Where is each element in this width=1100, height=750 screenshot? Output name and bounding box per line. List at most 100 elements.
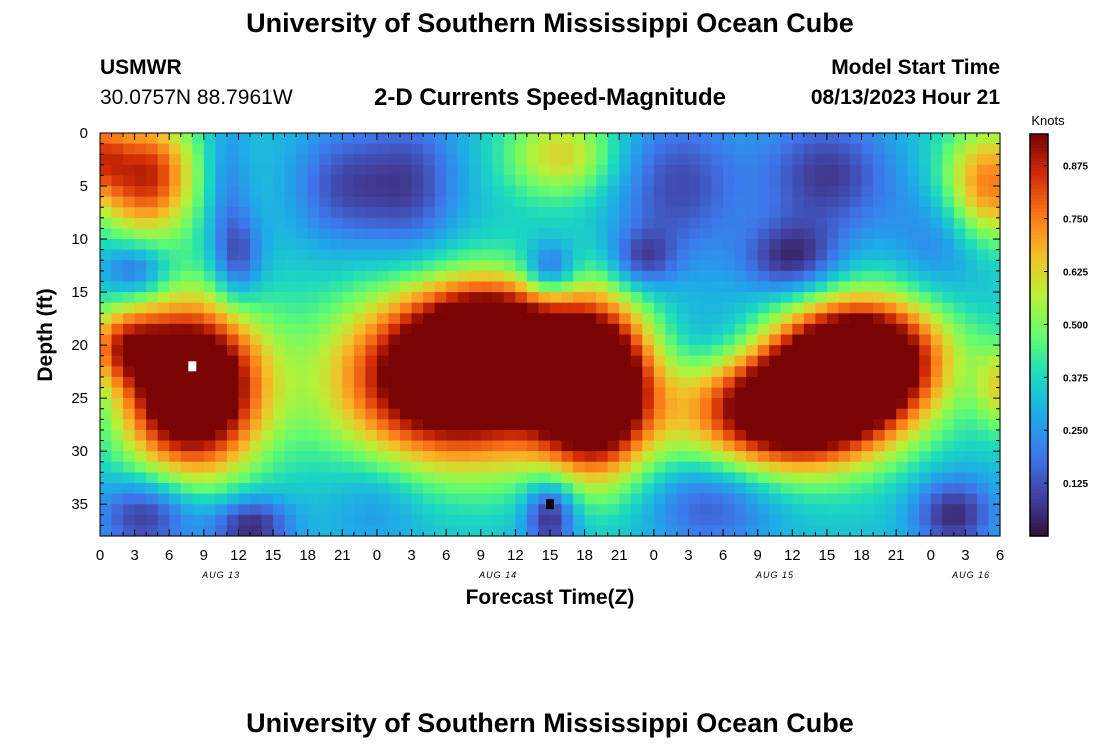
heatmap-cell <box>688 504 701 516</box>
heatmap-cell <box>792 186 805 198</box>
colorbar-segment <box>1030 395 1048 400</box>
heatmap-cell <box>526 440 540 452</box>
heatmap-cell <box>480 366 493 378</box>
heatmap-cell <box>676 228 690 240</box>
heatmap-cell <box>757 133 770 145</box>
heatmap-cell <box>700 270 713 283</box>
heatmap-cell <box>700 461 713 473</box>
heatmap-cell <box>423 451 436 463</box>
heatmap-cell <box>388 461 401 473</box>
heatmap-cell <box>342 493 355 505</box>
heatmap-cell <box>376 249 390 261</box>
heatmap-cell <box>111 429 124 442</box>
heatmap-cell <box>157 525 170 537</box>
heatmap-cell <box>953 175 966 187</box>
heatmap-cell <box>480 451 493 463</box>
heatmap-cell <box>526 143 540 155</box>
heatmap-cell <box>215 482 228 495</box>
heatmap-cell <box>596 133 609 145</box>
heatmap-cell <box>665 408 678 420</box>
heatmap-cell <box>469 239 482 251</box>
heatmap-cell <box>907 525 920 537</box>
colorbar-segment <box>1030 452 1048 457</box>
heatmap-cell <box>457 154 470 166</box>
heatmap-cell <box>457 281 470 293</box>
heatmap-cell <box>226 376 240 389</box>
heatmap-cell <box>596 461 609 473</box>
heatmap-cell <box>238 186 251 198</box>
colorbar-segment <box>1030 335 1048 339</box>
heatmap-cell <box>457 345 470 357</box>
heatmap-cell <box>607 302 620 314</box>
heatmap-cell <box>596 292 609 304</box>
heatmap-cell <box>596 419 609 431</box>
heatmap-cell <box>953 461 966 473</box>
heatmap-cell <box>226 334 240 346</box>
heatmap-cell <box>780 451 793 463</box>
heatmap-cell <box>803 228 816 240</box>
heatmap-cell <box>607 387 620 399</box>
heatmap-cell <box>550 440 563 452</box>
heatmap-cell <box>734 398 747 410</box>
heatmap-cell <box>607 355 620 367</box>
heatmap-cell <box>676 355 690 367</box>
heatmap-cell <box>676 461 690 473</box>
heatmap-cell <box>134 164 147 177</box>
heatmap-cell <box>803 525 816 537</box>
heatmap-cell <box>469 440 482 452</box>
heatmap-cell <box>619 217 632 230</box>
heatmap-cell <box>330 440 343 452</box>
heatmap-cell <box>896 408 909 420</box>
heatmap-cell <box>307 525 320 537</box>
heatmap-cell <box>180 281 193 293</box>
heatmap-cell <box>330 504 343 516</box>
heatmap-cell <box>192 228 205 240</box>
heatmap-cell <box>342 217 355 230</box>
colorbar-segment <box>1030 381 1048 386</box>
heatmap-cell <box>123 175 136 187</box>
heatmap-cell <box>850 164 863 177</box>
heatmap-cell <box>573 143 586 155</box>
colorbar-segment <box>1030 274 1048 279</box>
heatmap-cell <box>734 164 747 177</box>
colorbar-segment <box>1030 291 1048 296</box>
heatmap-cell <box>642 133 655 145</box>
heatmap-cell <box>561 239 574 251</box>
heatmap-cell <box>700 292 713 304</box>
heatmap-cell <box>953 207 966 219</box>
heatmap-cell <box>803 186 816 198</box>
heatmap-cell <box>157 323 170 336</box>
heatmap-cell <box>134 461 147 473</box>
heatmap-cell <box>826 376 840 389</box>
heatmap-cell <box>353 164 366 177</box>
heatmap-cell <box>446 366 459 378</box>
heatmap-cell <box>157 472 170 484</box>
heatmap-cell <box>746 249 759 261</box>
heatmap-cell <box>780 292 793 304</box>
colorbar-segment <box>1030 311 1048 316</box>
heatmap-cell <box>884 482 897 495</box>
heatmap-cell <box>134 419 147 431</box>
heatmap-cell <box>700 302 713 314</box>
heatmap-cell <box>388 334 401 346</box>
heatmap-cell <box>388 164 401 177</box>
heatmap-cell <box>757 302 770 314</box>
heatmap-cell <box>423 186 436 198</box>
heatmap-cell <box>792 207 805 219</box>
heatmap-cell <box>100 302 113 314</box>
heatmap-cell <box>976 313 990 325</box>
heatmap-cell <box>896 281 909 293</box>
heatmap-cell <box>550 376 563 389</box>
heatmap-cell <box>930 387 943 399</box>
colorbar-segment <box>1030 361 1048 366</box>
heatmap-cell <box>492 440 505 452</box>
heatmap-cell <box>711 472 724 484</box>
heatmap-cell <box>988 260 1001 272</box>
heatmap-cell <box>434 387 447 399</box>
heatmap-cell <box>365 260 378 272</box>
heatmap-cell <box>976 366 990 378</box>
heatmap-cell <box>100 398 113 410</box>
heatmap-cell <box>400 514 413 526</box>
heatmap-cell <box>861 270 874 283</box>
heatmap-cell <box>976 429 990 442</box>
